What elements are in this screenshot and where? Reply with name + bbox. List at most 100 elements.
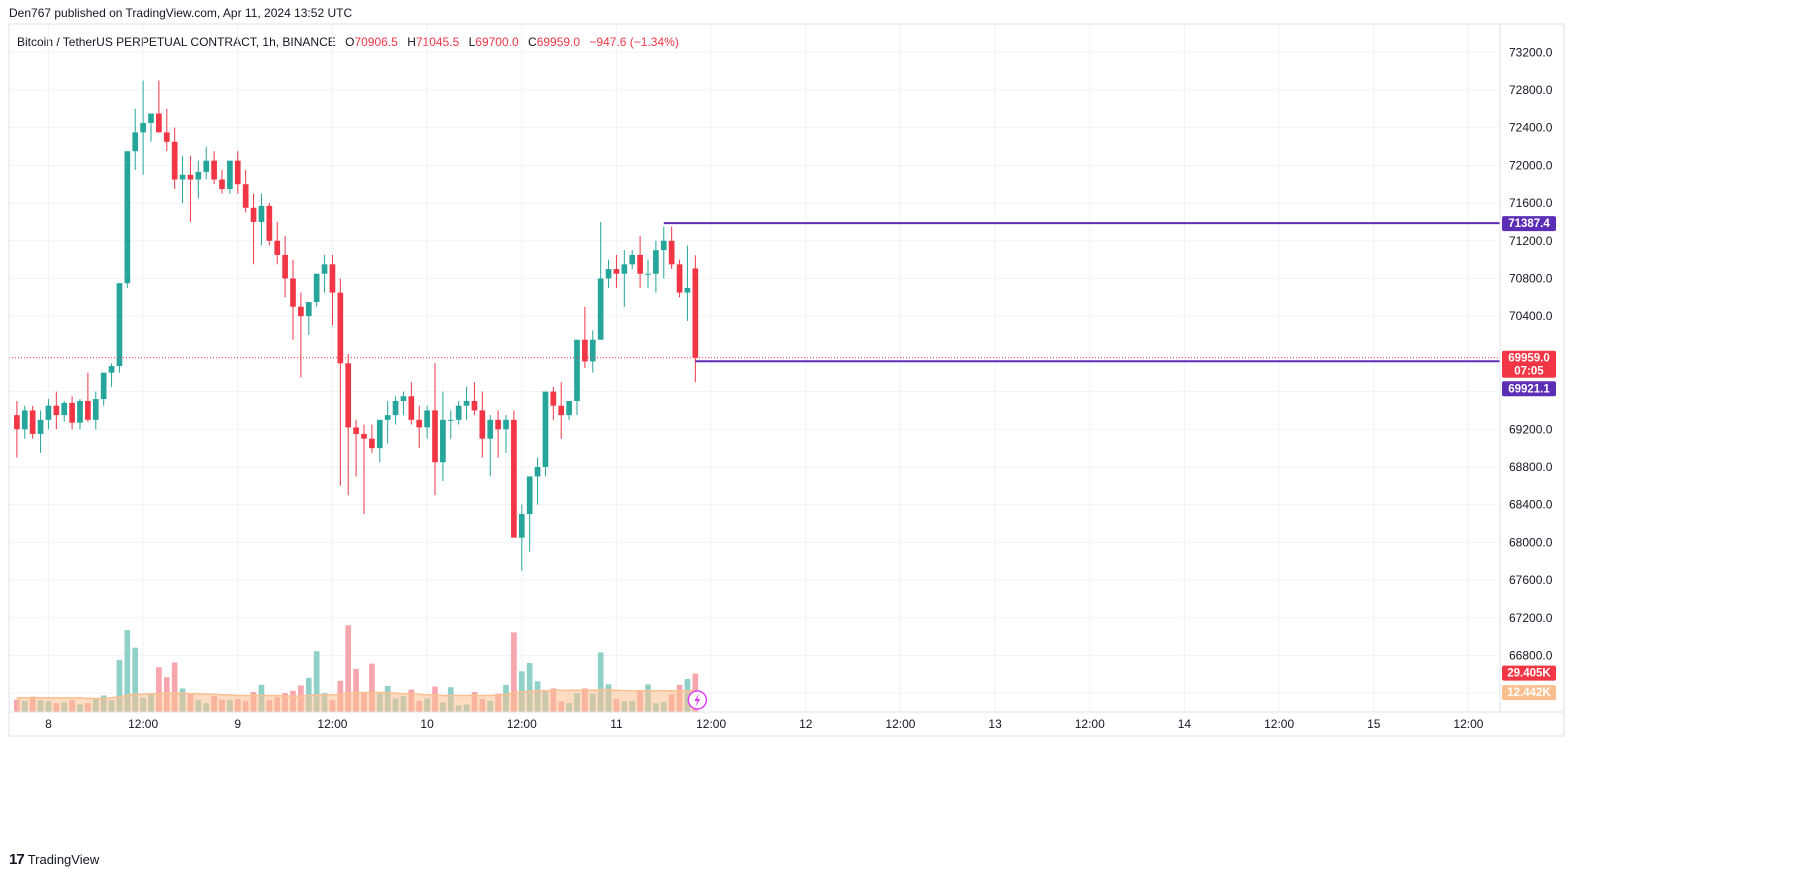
candle-body	[69, 402, 75, 423]
x-tick-label: 12:00	[696, 717, 726, 731]
x-tick-label: 12:00	[507, 717, 537, 731]
tradingview-logo-icon: 17	[9, 851, 25, 868]
candle-body	[211, 160, 217, 180]
tag-bg	[1502, 685, 1556, 701]
volume-bar	[124, 629, 131, 712]
candle-body	[298, 306, 304, 317]
candle-body	[227, 160, 233, 189]
candle-body	[479, 410, 486, 439]
chart-frame	[8, 23, 1565, 737]
candle-body	[100, 372, 107, 400]
volume-bar	[313, 651, 320, 712]
last-price-tag: 69959.007:05	[1502, 350, 1556, 378]
candle-body	[37, 419, 44, 434]
candle-body	[653, 250, 659, 274]
y-tick-label: 68000.0	[1509, 535, 1553, 549]
candle-body	[116, 283, 123, 367]
candle-body	[305, 302, 312, 317]
candle-body	[242, 184, 249, 208]
candle-body	[518, 514, 525, 538]
candle-body	[574, 339, 580, 401]
candle-body	[597, 278, 604, 340]
candle-body	[203, 160, 210, 172]
candle-body	[455, 405, 462, 420]
candle-body	[369, 438, 375, 449]
low-value: 69700.0	[475, 35, 519, 49]
candle-body	[605, 269, 612, 279]
close-value: 69959.0	[536, 35, 581, 49]
y-tick-label: 72000.0	[1509, 158, 1553, 172]
candle-body	[156, 113, 162, 133]
candle-body	[266, 205, 273, 241]
x-tick-label: 9	[234, 717, 241, 731]
candle-body	[45, 405, 52, 420]
x-tick-label: 8	[45, 717, 52, 731]
candle-body	[440, 419, 446, 463]
candle-body	[542, 391, 549, 467]
level-lines	[9, 222, 1500, 363]
symbol-name[interactable]: Bitcoin / TetherUS PERPETUAL CONTRACT, 1…	[17, 35, 336, 49]
y-tick-label: 68800.0	[1509, 460, 1553, 474]
open-value: 70906.5	[354, 35, 398, 49]
y-tick-label: 69200.0	[1509, 422, 1553, 436]
y-tick-label: 71200.0	[1509, 234, 1553, 248]
y-tick-label: 70800.0	[1509, 271, 1553, 285]
tag-label: 12.442K	[1507, 687, 1551, 699]
tradingview-footer[interactable]: 17 TradingView	[9, 851, 99, 868]
candle-body	[424, 410, 430, 428]
x-tick-label: 10	[420, 717, 434, 731]
volume-bar	[132, 647, 139, 712]
volume-bar	[526, 663, 533, 712]
y-tick-label: 66800.0	[1509, 648, 1553, 662]
published-line: Den767 published on TradingView.com, Apr…	[9, 6, 353, 20]
volume-bar	[511, 632, 517, 712]
volume-bar	[156, 667, 162, 712]
volume-bar	[353, 668, 359, 712]
candle-body	[534, 466, 541, 477]
tag-bg	[1502, 216, 1556, 232]
x-tick-label: 13	[988, 717, 1002, 731]
level-tag-lower: 69921.1	[1502, 381, 1556, 397]
candle-body	[124, 151, 131, 284]
x-tick-label: 11	[610, 717, 623, 731]
candle-body	[526, 476, 533, 515]
candle-body	[416, 419, 423, 428]
candle-body	[53, 405, 60, 416]
candle-body	[329, 264, 336, 293]
candle-body	[148, 113, 154, 123]
candle-body	[660, 240, 667, 251]
x-tick-label: 12:00	[317, 717, 347, 731]
candle-body	[353, 427, 359, 434]
candle-body	[258, 205, 265, 222]
candle-body	[337, 292, 344, 364]
candle-body	[400, 396, 407, 401]
candle-body	[219, 179, 225, 189]
y-tick-label: 72800.0	[1509, 83, 1553, 97]
volume-ma-area	[16, 689, 696, 712]
low-label: L	[468, 35, 476, 49]
tag-bg	[1502, 665, 1556, 681]
candle-body	[495, 419, 501, 430]
candle-body	[589, 339, 596, 362]
candle-body	[432, 410, 438, 463]
volume-bar	[171, 662, 178, 712]
candle-body	[376, 419, 383, 449]
x-tick-label: 12:00	[1264, 717, 1294, 731]
tag-label: 07:05	[1514, 366, 1544, 378]
y-tick-label: 67200.0	[1509, 611, 1553, 625]
candle-body	[274, 240, 281, 255]
candle-body	[171, 141, 178, 180]
change-value: −947.6 (−1.34%)	[589, 35, 679, 49]
lightning-bolt	[694, 693, 701, 707]
tag-bg	[1502, 381, 1556, 397]
volume-bar	[369, 663, 375, 712]
x-tick-label: 12:00	[1075, 717, 1105, 731]
lightning-icon	[687, 690, 708, 710]
open-label: O	[345, 35, 355, 49]
volume-ma-tag: 12.442K	[1502, 685, 1556, 701]
chart-grid	[9, 24, 1500, 712]
y-tick-label: 68400.0	[1509, 498, 1553, 512]
candle-body	[511, 419, 517, 538]
candle-body	[676, 264, 683, 293]
